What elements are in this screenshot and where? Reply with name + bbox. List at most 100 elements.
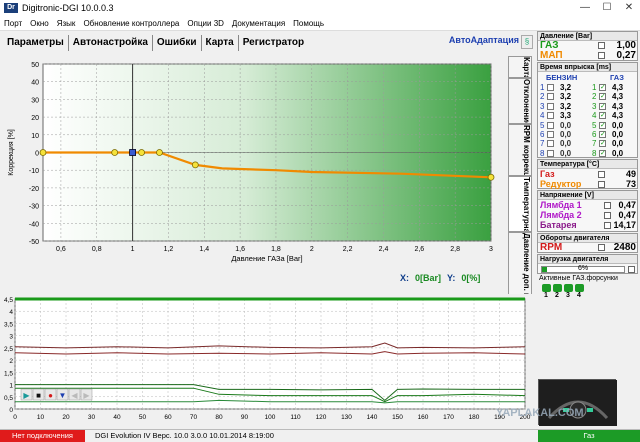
reducer-temp-checkbox[interactable] — [598, 181, 605, 188]
log-control-glyph: ▼ — [59, 391, 67, 400]
tab-parameters[interactable]: Параметры — [3, 35, 69, 51]
close-button[interactable]: ✕ — [624, 2, 634, 13]
petrol-injector-checkbox[interactable] — [547, 149, 554, 157]
log-control-glyph: ● — [48, 391, 53, 400]
gas-column-header: ГАЗ — [610, 73, 624, 82]
map-pressure-label: МАП — [540, 50, 563, 61]
log-series-line — [14, 351, 526, 355]
petrol-injector-number: 8 — [540, 148, 545, 158]
menu-documentation[interactable]: Документация — [231, 18, 286, 28]
log-x-tick-label: 30 — [88, 414, 96, 421]
vtab-deviation[interactable]: Отклонение — [508, 78, 532, 124]
gas-injector-number: 3 — [592, 101, 597, 111]
injection-row: 5 0,0 5 ✓ 0,0 — [540, 121, 637, 130]
title-bar: Dr Digitronic-DGI 10.0.0.3 — ☐ ✕ — [0, 0, 640, 16]
petrol-injector-checkbox[interactable] — [547, 131, 554, 138]
injection-row: 2 3,2 2 ✓ 4,3 — [540, 92, 637, 101]
minimize-button[interactable]: — — [580, 2, 590, 13]
menu-port[interactable]: Порт — [4, 18, 23, 28]
correction-chart[interactable]: 50 40 30 20 10 0 -10 -20 -30 -40 -50 0,6 0,8 1 1,2 1,4 1… — [3, 56, 506, 270]
tab-map[interactable]: Карта — [202, 35, 239, 51]
injection-header: Время впрыска [ms] — [538, 63, 637, 72]
lambda2-checkbox[interactable] — [604, 212, 611, 219]
injection-row: 4 3,3 4 ✓ 4,3 — [540, 111, 637, 120]
maximize-button[interactable]: ☐ — [602, 2, 612, 13]
y-axis-label: Коррекция [%] — [8, 129, 15, 176]
petrol-injector-checkbox[interactable] — [547, 102, 554, 110]
cursor-readout: X: 0[Bar] Y: 0[%] — [400, 273, 500, 285]
gas-injector-checkbox[interactable]: ✓ — [599, 131, 606, 138]
map-pressure-checkbox[interactable] — [598, 52, 605, 59]
menu-options-3d[interactable]: Опции 3D — [187, 18, 224, 28]
menu-language[interactable]: Язык — [56, 18, 76, 28]
temperature-section: Температура [°C] Газ 49 Редуктор 73 — [537, 159, 638, 189]
tab-autotune[interactable]: Автонастройка — [69, 35, 153, 51]
y-tick-label: -30 — [29, 204, 39, 211]
log-x-tick-label: 70 — [190, 414, 198, 421]
selected-point — [129, 149, 136, 156]
x-tick-label: 1,4 — [199, 246, 209, 253]
gas-temp-checkbox[interactable] — [598, 171, 605, 178]
vtab-rpm-correction[interactable]: RPM коррекция — [508, 124, 532, 176]
gas-injector-number: 1 — [592, 83, 597, 92]
log-y-tick-label: 2 — [9, 358, 13, 365]
lambda1-checkbox[interactable] — [604, 202, 611, 209]
petrol-injector-checkbox[interactable] — [547, 84, 554, 91]
petrol-column-header: БЕНЗИН — [546, 73, 578, 82]
petrol-injector-number: 5 — [540, 120, 545, 130]
load-checkbox[interactable] — [628, 266, 635, 273]
rpm-label: RPM — [540, 242, 563, 253]
petrol-injector-checkbox[interactable] — [547, 93, 554, 101]
gas-injector-checkbox[interactable]: ✓ — [599, 102, 606, 110]
gas-injector-checkbox[interactable]: ✓ — [599, 149, 606, 157]
log-x-tick-label: 90 — [241, 414, 249, 421]
tab-errors[interactable]: Ошибки — [153, 35, 202, 51]
gas-temp-label: Газ — [540, 169, 555, 179]
gas-injector-checkbox[interactable]: ✓ — [599, 112, 606, 120]
battery-checkbox[interactable] — [604, 222, 611, 229]
tab-recorder[interactable]: Регистратор — [242, 37, 305, 48]
gas-injector-checkbox[interactable]: ✓ — [599, 121, 606, 129]
menu-window[interactable]: Окно — [30, 18, 49, 28]
auto-adaptation-link[interactable]: АвтоАдаптация — [448, 35, 519, 45]
gas-injector-checkbox[interactable]: ✓ — [599, 84, 606, 91]
recorder-log-chart[interactable]: 4,5 4 3,5 3 2,5 2 1,5 1 0,5 00 10 20 30 40 50 60 70 80 90 1… — [3, 294, 535, 430]
active-injectors-header: Активные ГАЗ.форсунки — [539, 275, 618, 282]
petrol-injector-checkbox[interactable] — [547, 121, 554, 129]
petrol-injector-number: 4 — [540, 111, 545, 121]
x-readout-label: X: — [400, 273, 409, 283]
menu-bar: Порт Окно Язык Обновление контроллера Оп… — [0, 16, 640, 31]
petrol-injector-value: 3,2 — [560, 101, 572, 111]
petrol-injector-value: 0,0 — [560, 130, 572, 139]
menu-update-controller[interactable]: Обновление контроллера — [83, 18, 180, 28]
petrol-injector-value: 0,0 — [560, 120, 572, 130]
petrol-injector-checkbox[interactable] — [547, 140, 554, 148]
watermark-text: YAPLAKAL.COM — [496, 407, 584, 419]
x-tick-label: 1,8 — [271, 246, 281, 253]
log-y-tick-label: 3,5 — [4, 321, 13, 328]
petrol-injector-checkbox[interactable] — [547, 112, 554, 120]
gas-pressure-checkbox[interactable] — [598, 42, 605, 49]
x-readout-value: 0[Bar] — [415, 273, 442, 283]
y-tick-label: -20 — [29, 186, 39, 193]
gas-injector-value: 0,0 — [612, 148, 624, 158]
lambda1-value: 0,47 — [618, 200, 636, 210]
log-x-tick-label: 190 — [494, 414, 505, 421]
gas-injector-checkbox[interactable]: ✓ — [599, 93, 606, 101]
active-injector: 1 — [541, 284, 551, 302]
auto-adapt-toggle-icon[interactable]: § — [521, 35, 533, 49]
vtab-temperature-correction[interactable]: Температурная коррекция — [508, 176, 532, 232]
log-x-tick-label: 40 — [113, 414, 121, 421]
vtab-map[interactable]: Карта — [508, 56, 532, 78]
rpm-checkbox[interactable] — [598, 244, 605, 251]
correction-point — [487, 173, 495, 181]
right-sensor-panel: Давление [Bar] ГАЗ 1,00 МАП 0,27 Время в… — [537, 31, 640, 429]
log-x-tick-label: 160 — [418, 414, 429, 421]
menu-help[interactable]: Помощь — [293, 18, 325, 28]
gas-injector-checkbox[interactable]: ✓ — [599, 140, 606, 148]
gas-injector-value: 0,0 — [612, 139, 624, 149]
injector-icon — [552, 284, 562, 292]
vtab-pressure-correction[interactable]: Давление доп. коррекция — [508, 232, 532, 296]
gas-pressure-value: 1,00 — [616, 40, 636, 51]
